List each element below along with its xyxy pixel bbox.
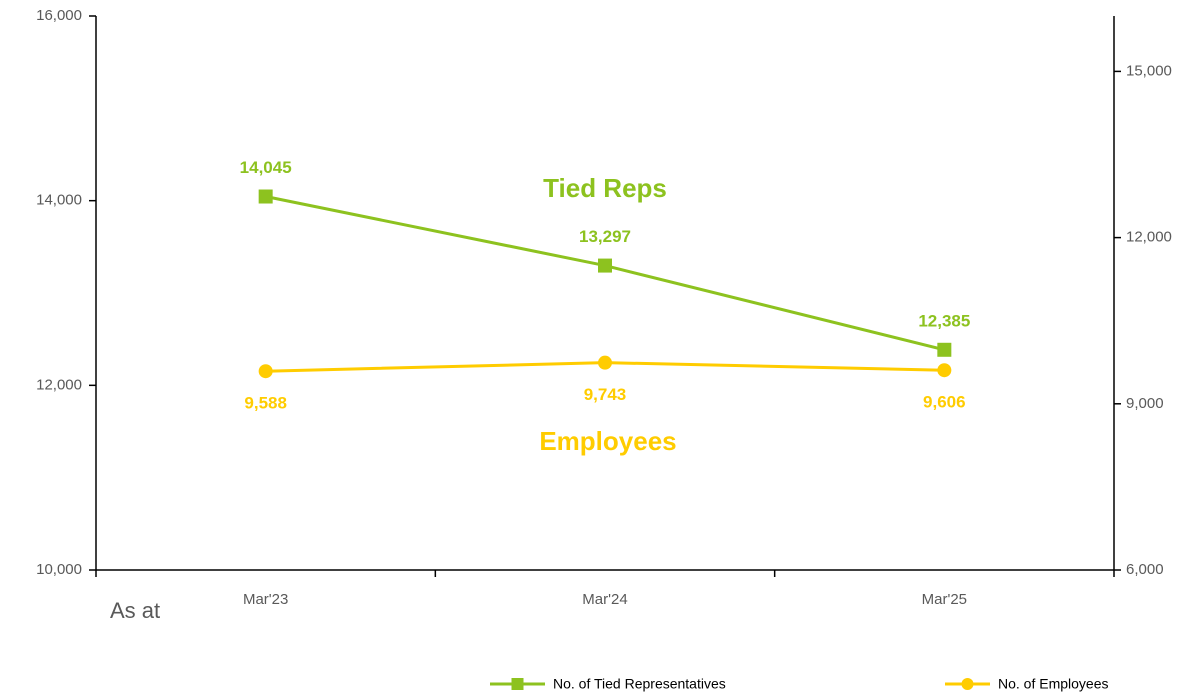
y-tick-label: 10,000 [36, 561, 82, 578]
legend-label: No. of Tied Representatives [553, 676, 726, 692]
marker [258, 189, 273, 204]
y-tick-label: 14,000 [36, 192, 82, 209]
marker [598, 355, 612, 370]
x-tick-label: Mar'24 [582, 591, 627, 608]
annotation: Employees [539, 426, 676, 456]
data-label: 12,385 [918, 311, 970, 330]
y-tick-label: 12,000 [36, 376, 82, 393]
y-tick-label: 16,000 [36, 7, 82, 24]
marker [258, 364, 273, 379]
x-tick-label: Mar'23 [243, 591, 288, 608]
y2-tick-label: 12,000 [1126, 229, 1172, 246]
data-label: 9,588 [244, 394, 287, 413]
legend-marker [511, 678, 524, 690]
legend-marker [961, 678, 974, 690]
y2-tick-label: 15,000 [1126, 62, 1172, 79]
x-axis-label: As at [110, 598, 160, 623]
data-label: 9,606 [923, 393, 966, 412]
x-tick-label: Mar'25 [922, 591, 967, 608]
y2-tick-label: 6,000 [1126, 561, 1164, 578]
marker [937, 363, 952, 378]
series-line [265, 195, 945, 352]
annotation: Tied Reps [543, 173, 667, 203]
data-label: 14,045 [240, 158, 292, 177]
marker [598, 258, 612, 273]
data-label: 9,743 [584, 385, 627, 404]
marker [937, 342, 952, 357]
y2-tick-label: 9,000 [1126, 395, 1164, 412]
legend-label: No. of Employees [998, 676, 1109, 692]
data-label: 13,297 [579, 227, 631, 246]
